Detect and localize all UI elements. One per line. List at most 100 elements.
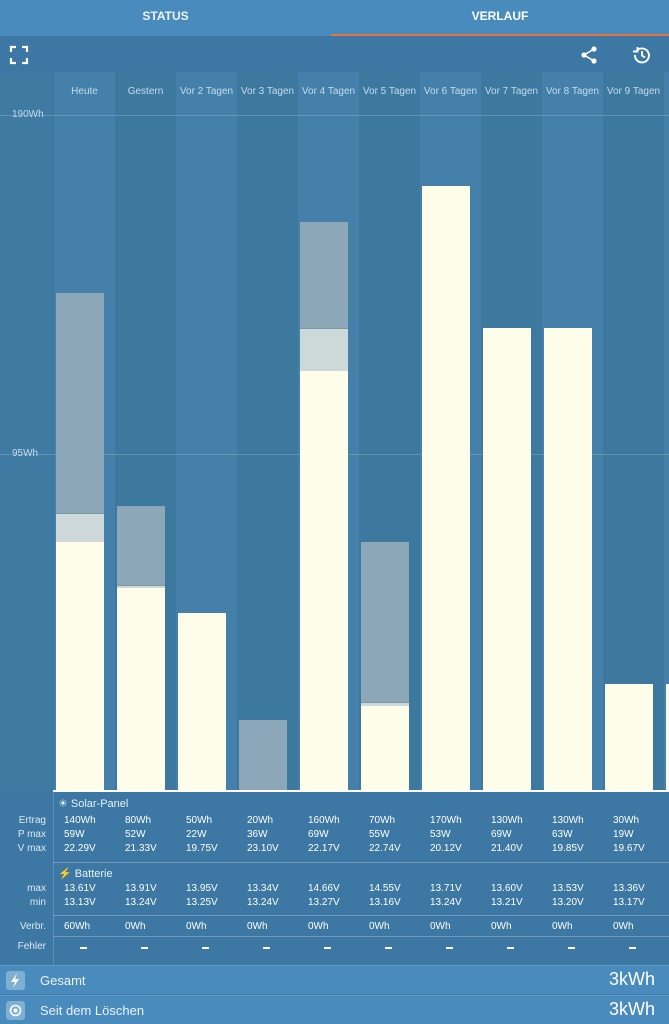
bar-segment-top[interactable]	[361, 541, 409, 703]
bar-segment-main[interactable]	[117, 588, 165, 791]
tab-status[interactable]: STATUS	[142, 9, 189, 23]
cell-max: 14.66V	[308, 883, 340, 894]
cell-vmax: 20.12V	[430, 843, 462, 854]
cell-min: 13.24V	[430, 897, 462, 908]
cell-min: 13.17V	[613, 897, 645, 908]
since-reset-label: Seit dem Löschen	[40, 1003, 145, 1018]
cell-fehler-dash	[629, 947, 636, 949]
bar-segment-main[interactable]	[422, 186, 470, 791]
cell-verbr: 0Wh	[491, 921, 512, 932]
bar-segment-main[interactable]	[56, 541, 104, 791]
chart-column-label: Heute	[71, 86, 98, 97]
cell-max: 13.36V	[613, 883, 645, 894]
bar-segment-middle[interactable]	[361, 702, 409, 706]
cell-max: 13.91V	[125, 883, 157, 894]
cell-max: 13.60V	[491, 883, 523, 894]
cell-max: 13.61V	[64, 883, 96, 894]
cell-min: 13.21V	[491, 897, 523, 908]
row-label-fehler: Fehler	[17, 941, 46, 952]
chart-axis-column	[0, 72, 53, 792]
since-reset-row: Seit dem Löschen 3kWh	[0, 995, 669, 1024]
cell-ertrag: 170Wh	[430, 815, 462, 826]
bar-segment-middle[interactable]	[117, 584, 165, 589]
cell-pmax: 52W	[125, 829, 146, 840]
tab-verlauf[interactable]: VERLAUF	[471, 9, 529, 23]
cell-fehler-dash	[202, 947, 209, 949]
chart-column-bg	[237, 72, 298, 792]
cell-vmax: 22.29V	[64, 843, 96, 854]
cell-vmax: 19.75V	[186, 843, 218, 854]
cell-pmax: 36W	[247, 829, 268, 840]
bar-segment-main[interactable]	[666, 684, 669, 791]
cell-vmax: 19.85V	[552, 843, 584, 854]
cell-max: 13.53V	[552, 883, 584, 894]
cell-fehler-dash	[324, 947, 331, 949]
chart-column-label: Vo	[664, 86, 669, 97]
share-icon[interactable]	[579, 45, 599, 65]
sun-icon: ☀	[58, 798, 68, 810]
cell-min: 13.16V	[369, 897, 401, 908]
cell-ertrag: 80Wh	[125, 815, 152, 826]
fullscreen-icon[interactable]	[9, 45, 29, 65]
solar-panel-header: ☀ Solar-Panel	[58, 797, 128, 810]
cell-pmax: 59W	[64, 829, 85, 840]
bar-segment-main[interactable]	[544, 328, 592, 791]
cell-fehler-dash	[385, 947, 392, 949]
daily-data-table: ☀ Solar-Panel Ertrag P max V max ⚡ Batteri…	[0, 792, 669, 964]
chart-column-label: Vor 3 Tagen	[240, 86, 295, 97]
cell-ertrag: 70Wh	[369, 815, 396, 826]
battery-title: Batterie	[74, 868, 113, 880]
chart-column-label: Vor 7 Tagen	[484, 86, 539, 97]
history-icon[interactable]	[632, 45, 652, 65]
bar-segment-main[interactable]	[483, 328, 531, 791]
history-bar-chart: Heute Gestern Vor 2 Tagen Vor 3 Tagen Vor 4 …	[0, 72, 669, 792]
cell-fehler-dash	[263, 947, 270, 949]
row-label-verbr: Verbr.	[19, 921, 46, 932]
bar-segment-top[interactable]	[56, 292, 104, 514]
tab-bar: STATUS VERLAUF	[0, 0, 669, 36]
cell-verbr: 0Wh	[430, 921, 451, 932]
row-label-min: min	[29, 897, 46, 908]
bar-segment-top[interactable]	[300, 221, 348, 329]
cell-min: 13.24V	[247, 897, 279, 908]
cell-max: 13.95V	[186, 883, 218, 894]
bar-segment-middle[interactable]	[56, 513, 104, 542]
divider-verbr	[53, 936, 669, 937]
cell-min: 13.24V	[125, 897, 157, 908]
cell-verbr: 0Wh	[247, 921, 268, 932]
cell-pmax: 19W	[613, 829, 634, 840]
toolbar	[0, 36, 669, 72]
row-label-pmax: P max	[17, 829, 46, 840]
cell-ertrag: 130Wh	[491, 815, 523, 826]
bar-segment-main[interactable]	[178, 613, 226, 791]
cell-fehler-dash	[507, 947, 514, 949]
cell-pmax: 69W	[308, 829, 329, 840]
row-label-vmax: V max	[17, 843, 46, 854]
cell-min: 13.25V	[186, 897, 218, 908]
cell-vmax: 19.67V	[613, 843, 645, 854]
cell-max: 13.71V	[430, 883, 462, 894]
cell-fehler-dash	[80, 947, 87, 949]
cell-vmax: 23.10V	[247, 843, 279, 854]
cell-fehler-dash	[141, 947, 148, 949]
bar-segment-main[interactable]	[605, 684, 653, 791]
bar-segment-main[interactable]	[361, 705, 409, 791]
cell-ertrag: 30Wh	[613, 815, 640, 826]
bar-segment-top[interactable]	[239, 719, 287, 791]
gridline-label-top: 190Wh	[12, 109, 44, 120]
bar-segment-middle[interactable]	[300, 328, 348, 372]
cell-pmax: 63W	[552, 829, 573, 840]
reset-icon	[6, 1001, 25, 1020]
table-label-separator	[53, 792, 54, 964]
chart-column-bg	[664, 72, 669, 792]
chart-column-label: Vor 5 Tagen	[362, 86, 417, 97]
cell-pmax: 22W	[186, 829, 207, 840]
row-label-ertrag: Ertrag	[18, 815, 46, 826]
cell-verbr: 0Wh	[125, 921, 146, 932]
bar-segment-top[interactable]	[117, 506, 165, 585]
chart-column-label: Gestern	[127, 86, 164, 97]
bar-segment-main[interactable]	[300, 371, 348, 791]
cell-min: 13.27V	[308, 897, 340, 908]
total-label: Gesamt	[40, 973, 86, 988]
cell-min: 13.13V	[64, 897, 96, 908]
